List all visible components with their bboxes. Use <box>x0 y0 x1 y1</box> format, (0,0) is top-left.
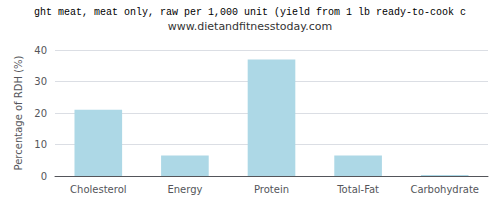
svg-text:0: 0 <box>41 171 47 182</box>
svg-text:Percentage of RDH (%): Percentage of RDH (%) <box>13 55 24 170</box>
svg-text:Carbohydrate: Carbohydrate <box>410 184 479 195</box>
svg-text:20: 20 <box>34 108 47 119</box>
svg-text:Protein: Protein <box>254 184 289 195</box>
svg-text:Total-Fat: Total-Fat <box>336 184 379 195</box>
svg-text:Cholesterol: Cholesterol <box>70 184 126 195</box>
svg-text:www.dietandfitnesstoday.com: www.dietandfitnesstoday.com <box>168 20 332 33</box>
svg-text:30: 30 <box>34 76 47 87</box>
svg-text:ght meat, meat only, raw per 1: ght meat, meat only, raw per 1,000 unit … <box>34 7 466 18</box>
svg-text:40: 40 <box>34 45 47 56</box>
svg-text:10: 10 <box>34 139 47 150</box>
svg-text:Energy: Energy <box>167 184 202 195</box>
